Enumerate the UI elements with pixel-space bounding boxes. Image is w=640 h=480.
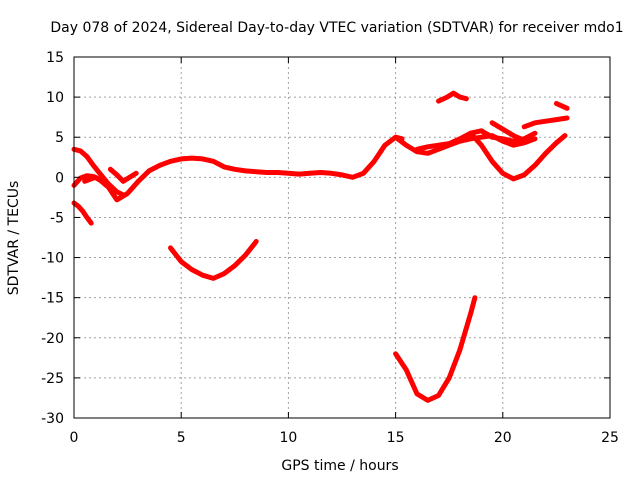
y-axis-label: SDTVAR / TECUs xyxy=(6,181,22,296)
y-tick-label: 10 xyxy=(46,90,64,106)
series-line xyxy=(168,239,259,281)
x-tick-label: 25 xyxy=(601,430,619,446)
plot-frame xyxy=(73,56,611,419)
grid xyxy=(74,57,610,418)
series-line xyxy=(71,200,94,226)
x-tick-label: 10 xyxy=(279,430,297,446)
series-group xyxy=(71,90,570,403)
y-tick-label: 0 xyxy=(55,170,64,186)
y-tick-label: 15 xyxy=(46,50,64,66)
y-tick-label: -5 xyxy=(50,210,64,226)
series-line xyxy=(393,133,538,156)
y-tick-label: -20 xyxy=(41,331,64,347)
series-line xyxy=(521,115,570,130)
series-line xyxy=(82,134,405,203)
y-tick-label: -10 xyxy=(41,251,64,267)
axis-ticks: 0 5 10 15 20 25 -30 -25 -20 -15 -10 -5 0 5 10 15 xyxy=(41,50,619,446)
x-axis-label: GPS time / hours xyxy=(281,458,398,474)
series-line xyxy=(489,120,527,143)
x-tick-label: 5 xyxy=(177,430,186,446)
series-line xyxy=(553,101,570,111)
series-line xyxy=(414,128,538,152)
series-line xyxy=(107,166,139,184)
series-line xyxy=(436,90,469,104)
y-tick-label: -15 xyxy=(41,291,64,307)
series-line xyxy=(468,130,568,182)
x-tick-label: 0 xyxy=(70,430,79,446)
series-line xyxy=(71,146,126,198)
x-tick-label: 20 xyxy=(494,430,512,446)
y-tick-label: -25 xyxy=(41,371,64,387)
series-line xyxy=(393,295,478,403)
chart-title: Day 078 of 2024, Sidereal Day-to-day VTE… xyxy=(50,20,623,36)
y-tick-label: -30 xyxy=(41,411,64,427)
y-tick-label: 5 xyxy=(55,130,64,146)
x-tick-label: 15 xyxy=(387,430,405,446)
